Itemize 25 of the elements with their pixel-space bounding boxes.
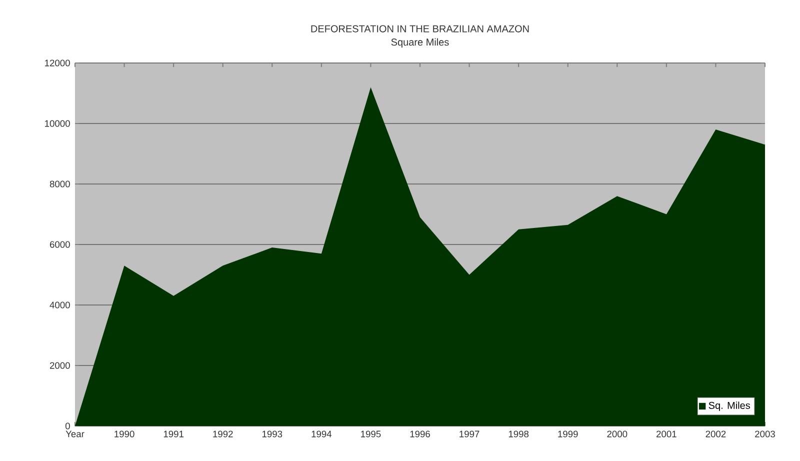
y-tick-label: 2000 [50, 362, 70, 369]
x-tick-label: 2001 [656, 430, 676, 438]
chart-title: DEFORESTATION IN THE BRAZILIAN AMAZON [311, 25, 529, 32]
x-tick-label: 1992 [213, 430, 233, 438]
y-tick-label: 10000 [45, 120, 70, 127]
x-tick-label: Year [66, 430, 84, 438]
x-tick-label: 1998 [508, 430, 529, 438]
x-tick-label: 2000 [607, 430, 628, 438]
x-tick-label: 1997 [460, 430, 480, 438]
x-tick-label: 1995 [361, 430, 381, 438]
x-tick-label: 1994 [312, 430, 332, 438]
x-tick-label: 1993 [262, 430, 282, 438]
x-tick-label: 2003 [755, 430, 775, 438]
y-tick-label: 8000 [50, 180, 70, 188]
y-tick-label: 12000 [45, 60, 70, 66]
x-tick-label: 1991 [164, 430, 184, 438]
y-tick-label: 0 [65, 422, 70, 430]
y-tick-label: 6000 [50, 241, 70, 248]
chart-subtitle: Square Miles [391, 38, 449, 48]
x-tick-label: 2002 [706, 430, 726, 438]
x-tick-label: 1999 [558, 430, 578, 438]
y-tick-label: 4000 [50, 302, 70, 308]
legend-label: Sq. Miles [708, 402, 750, 411]
x-tick-label: 1996 [410, 430, 430, 438]
x-tick-label: 1990 [114, 430, 134, 438]
